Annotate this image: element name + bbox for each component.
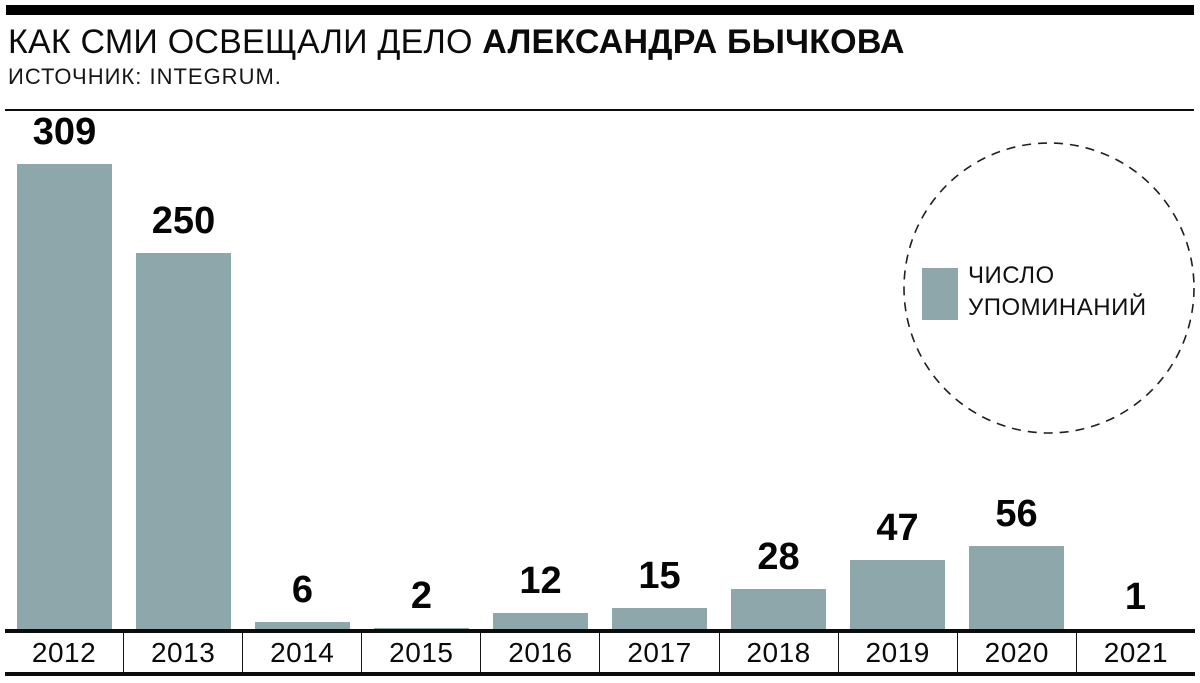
top-accent-bar [6,5,1194,15]
bar-value-label: 309 [32,111,97,153]
x-axis-line [5,629,1195,633]
bar [968,546,1065,631]
year-label: 2018 [718,633,838,672]
year-label: 2020 [956,633,1076,672]
page-title-bold: АЛЕКСАНДРА БЫЧКОВА [482,23,905,61]
year-label: 2012 [31,636,97,668]
x-axis-labels-row: 2012 2013 2014 2015 2016 2017 2018 2019 2020 2021 [5,633,1195,672]
bar-column-2014: 6 [243,159,362,631]
legend-label-line1: ЧИСЛО [968,262,1055,289]
legend-swatch [922,268,958,320]
bar-value-label: 28 [757,536,800,578]
bar-column-2020: 56 [957,159,1076,631]
bar-value-label: 6 [291,569,314,611]
legend-dashed-circle [903,142,1195,434]
bar-value-label: 15 [638,555,681,597]
bar [492,613,589,631]
source-line: ИСТОЧНИК: INTEGRUM. [8,64,282,89]
bar [849,560,946,631]
year-label: 2013 [123,633,242,672]
bar [16,164,113,631]
bar-chart: 309 250 6 2 12 15 28 47 56 1 [5,113,1195,631]
bar-value-label: 12 [519,560,562,602]
bar-column-2013: 250 [124,159,243,631]
bar-value-label: 56 [995,493,1038,535]
year-label: 2014 [242,633,361,672]
bar-column-2016: 12 [481,159,600,631]
header-divider-line [5,109,1194,111]
bottom-border-line [5,672,1195,676]
legend-label: ЧИСЛО УПОМИНАНИЙ [968,260,1147,324]
bar-column-2019: 47 [838,159,957,631]
year-label: 2015 [361,633,480,672]
year-label: 2017 [599,633,718,672]
bar-value-label: 47 [876,507,919,549]
legend-label-line2: УПОМИНАНИЙ [968,294,1147,321]
bar-value-label: 250 [151,200,216,242]
year-label: 2021 [1075,633,1195,672]
bar [730,589,827,631]
bar-column-2018: 28 [719,159,838,631]
bar [135,253,232,631]
bar-column-2017: 15 [600,159,719,631]
page-title-regular: КАК СМИ ОСВЕЩАЛИ ДЕЛО [8,23,483,61]
bar-column-2012: 309 [5,113,124,631]
bar-value-label: 2 [410,575,433,617]
bar-column-2015: 2 [362,159,481,631]
bar [254,622,351,631]
page-title: КАК СМИ ОСВЕЩАЛИ ДЕЛО АЛЕКСАНДРА БЫЧКОВА [8,25,905,59]
bar [611,608,708,631]
year-label: 2016 [480,633,599,672]
bar-value-label: 1 [1124,576,1147,618]
year-label: 2019 [837,633,957,672]
